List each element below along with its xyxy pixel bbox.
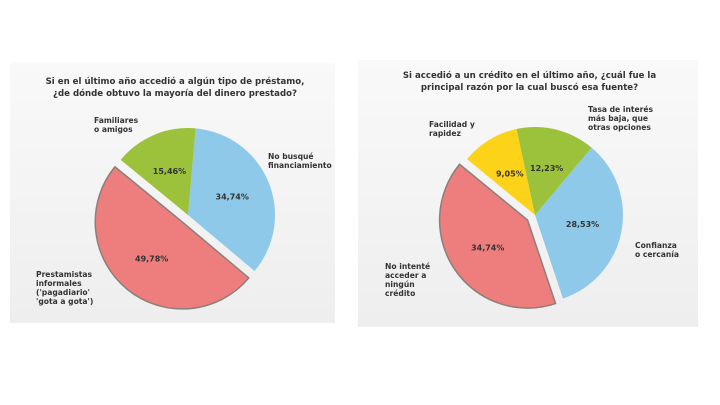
chart2-slice-3: [516, 127, 592, 215]
chart2-slice-3-value: 12,23%: [530, 164, 563, 173]
chart2-slice-0: [535, 147, 624, 299]
chart1-slice-1: [94, 165, 250, 310]
chart1-slice-0-value: 34,74%: [216, 193, 249, 202]
chart2-label-tasa: Tasa de interés más baja, que otras opci…: [588, 105, 654, 132]
chart2-title: Si accedió a un crédito en el último año…: [402, 71, 657, 93]
chart2-label-facilidad: Facilidad y rapidez: [429, 120, 475, 138]
chart1-label-prestamistas: Prestamistas informales ('pagadiario' 'g…: [36, 270, 94, 306]
chart2-slice-1-value: 34,74%: [471, 244, 504, 253]
chart2-slice-2: [466, 128, 535, 215]
chart1-slice-1-value: 49,78%: [135, 255, 168, 264]
chart2-slice-1: [438, 163, 557, 309]
chart2-slice-0-value: 28,53%: [566, 220, 599, 229]
chart1-title: Si en el último año accedió a algún tipo…: [45, 77, 305, 99]
chart2-label-confianza: Confianza o cercanía: [635, 241, 680, 259]
chart1-label-familiares: Familiares o amigos: [94, 116, 139, 134]
chart2-label-no-intente: No intenté acceder a ningún crédito: [385, 262, 431, 298]
chart1-label-no-busque: No busqué financiamiento: [268, 152, 332, 170]
chart2-slice-2-value: 9,05%: [496, 170, 524, 179]
chart1-slice-2-value: 15,46%: [153, 167, 186, 176]
chart1-slice-2: [120, 127, 196, 215]
chart1-slice-0: [188, 128, 276, 272]
